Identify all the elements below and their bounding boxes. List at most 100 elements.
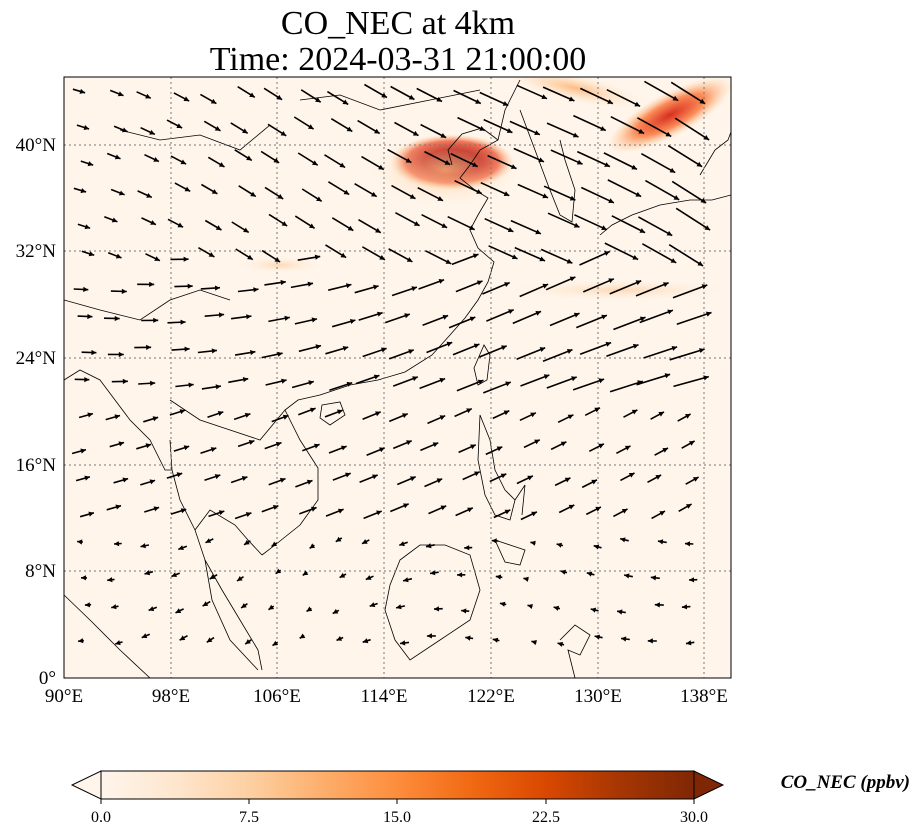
wind-vector-arrowhead: [247, 254, 253, 260]
wind-vector-arrowhead: [339, 572, 346, 578]
colorbar-title: CO_NEC (ppbv): [781, 772, 910, 793]
wind-vector-arrowhead: [663, 282, 669, 288]
wind-vector-arrowhead: [662, 448, 668, 453]
wind-vector-arrowhead: [539, 347, 546, 352]
wind-vector-arrowhead: [604, 162, 610, 167]
wind-vector-shaft: [637, 117, 672, 138]
wind-vector-arrowhead: [476, 280, 483, 286]
wind-vector-arrowhead: [91, 349, 97, 356]
wind-vector-arrowhead: [275, 441, 282, 447]
wind-vector-arrowhead: [531, 511, 537, 517]
wind-vector-arrowhead: [438, 279, 445, 284]
wind-vector-arrowhead: [176, 472, 183, 478]
wind-vector-arrowhead: [436, 478, 443, 484]
wind-vector-arrowhead: [434, 606, 440, 612]
wind-vector-arrowhead: [566, 349, 573, 354]
colorbar-extend-high: [693, 770, 725, 800]
colorbar-tick-label: 7.5: [239, 809, 259, 826]
wind-vector-arrowhead: [495, 574, 502, 580]
wind-vector-arrowhead: [281, 378, 287, 384]
wind-vector-arrowhead: [183, 96, 190, 102]
co-plume-northeast-china-halo: [370, 134, 520, 206]
wind-vector-arrowhead: [214, 285, 220, 291]
wind-vector-shaft: [576, 150, 611, 168]
wind-vector-arrowhead: [362, 539, 368, 544]
wind-vector-arrowhead: [276, 94, 283, 100]
wind-vector-shaft: [519, 283, 549, 298]
wind-vector-shaft: [611, 215, 646, 234]
wind-vector-arrowhead: [568, 96, 575, 102]
wind-vector-arrowhead: [572, 132, 579, 138]
wind-vector-arrowhead: [118, 190, 125, 196]
wind-vector-arrowhead: [217, 411, 224, 416]
wind-vector-arrowhead: [535, 311, 541, 316]
coast-malay-peninsula: [169, 439, 259, 671]
wind-vector-arrowhead: [628, 473, 635, 478]
wind-vector-arrowhead: [315, 97, 321, 103]
wind-vector-arrowhead: [309, 223, 315, 229]
wind-vector-arrowhead: [466, 408, 472, 414]
wind-vector-arrowhead: [476, 189, 482, 194]
lon-tick-label: 138°E: [680, 686, 728, 707]
wind-vector-arrowhead: [349, 319, 356, 324]
wind-vector-arrowhead: [608, 198, 614, 203]
wind-vector-arrowhead: [281, 221, 288, 226]
coast-sulawesi: [559, 624, 591, 678]
wind-vector-arrowhead: [650, 575, 657, 581]
co-plume-band-central: [240, 257, 320, 273]
wind-vector-arrowhead: [503, 410, 510, 416]
wind-vector-arrowhead: [342, 346, 349, 351]
wind-vector-arrowhead: [412, 376, 418, 382]
wind-vector-arrowhead: [375, 411, 381, 417]
wind-vector-arrowhead: [311, 317, 317, 323]
wind-vector-shaft: [635, 282, 669, 297]
wind-vector-arrowhead: [183, 256, 189, 262]
wind-vector-arrowhead: [244, 412, 251, 418]
wind-vector-shaft: [667, 144, 703, 168]
wind-vector-arrowhead: [594, 634, 600, 640]
wind-vector-shaft: [516, 346, 546, 360]
wind-vector-arrowhead: [347, 225, 354, 231]
wind-vector-arrowhead: [500, 473, 507, 479]
wind-vector-shaft: [668, 244, 704, 267]
wind-vector-arrowhead: [184, 186, 191, 192]
wind-vector-arrowhead: [670, 258, 677, 263]
wind-vector-arrowhead: [621, 636, 627, 642]
wind-vector-arrowhead: [81, 575, 86, 581]
wind-vector-arrowhead: [699, 348, 705, 353]
wind-vector-arrowhead: [144, 570, 151, 576]
wind-vector-arrowhead: [114, 541, 120, 547]
wind-vector-arrowhead: [180, 319, 186, 325]
wind-vector-arrowhead: [669, 167, 676, 173]
wind-vector-arrowhead: [469, 316, 476, 322]
wind-vector-arrowhead: [543, 374, 550, 380]
wind-vector-arrowhead: [440, 505, 447, 511]
wind-vector-arrowhead: [369, 602, 376, 608]
wind-vector-arrowhead: [346, 381, 353, 387]
wind-vector-arrowhead: [87, 412, 93, 418]
wind-vector-arrowhead: [560, 569, 566, 575]
coast-japan: [599, 131, 731, 236]
plot-subtitle-time: Time: 2024-03-31 21:00:00: [209, 41, 587, 78]
wind-vector-shaft: [450, 152, 479, 168]
wind-vector-shaft: [610, 115, 645, 135]
border-inland: [119, 124, 286, 441]
wind-vector-arrowhead: [302, 570, 309, 576]
wind-vector-arrowhead: [249, 92, 255, 98]
wind-vector-arrowhead: [282, 414, 289, 420]
wind-vector-arrowhead: [372, 474, 378, 480]
wind-vector-arrowhead: [373, 374, 380, 380]
wind-vector-arrowhead: [87, 313, 93, 320]
wind-vector-arrowhead: [685, 541, 691, 547]
wind-vector-arrowhead: [503, 191, 510, 196]
wind-vector-arrowhead: [527, 604, 533, 609]
wind-vector-shaft: [641, 153, 676, 174]
wind-vector-shaft: [480, 181, 510, 197]
wind-vector-arrowhead: [426, 543, 432, 549]
wind-vector-shaft: [550, 149, 583, 165]
wind-vector-shaft: [509, 120, 541, 136]
wind-vector-arrowhead: [374, 128, 380, 134]
wind-vector-arrowhead: [237, 576, 243, 581]
lat-tick-label: 24°N: [16, 348, 57, 369]
wind-vector-arrowhead: [80, 188, 87, 194]
